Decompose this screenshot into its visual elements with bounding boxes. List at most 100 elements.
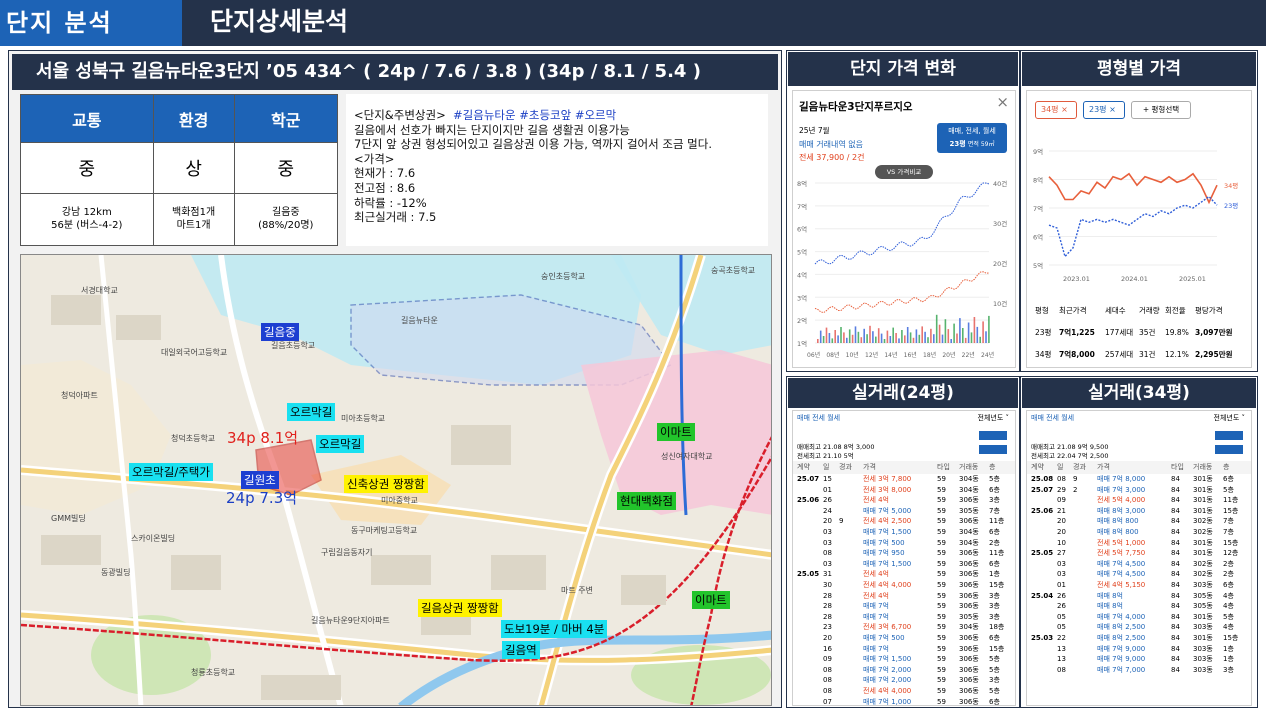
map-place: 길음초등학교 — [271, 341, 316, 350]
volume-bar — [938, 324, 941, 343]
add-type-button[interactable]: + 평형선택 — [1131, 101, 1191, 119]
area-map[interactable]: 길음중 오르막길 오르막길 오르막길/주택가 길원초 신축상권 짱짱함 길음상권… — [20, 254, 772, 706]
compare-button[interactable]: VS 가격비교 — [875, 165, 933, 179]
trade-row[interactable]: 25.07 29 2 매매 7억 3,000 84 301동 5층 — [1031, 485, 1234, 494]
volume-bar — [822, 336, 825, 343]
trade-row[interactable]: 07 매매 7억 1,000 59 306동 6층 — [823, 697, 1000, 706]
type-price-table: 평형 최근가격 세대수 거래량 회전율 평당가격 23평 7억1,225 177세대 35건 19.… — [1027, 303, 1251, 367]
volume-bar — [970, 332, 973, 343]
chip-23[interactable]: 23평 × — [1083, 101, 1125, 119]
complex-title: 서울 성북구 길음뉴타운3단지 ’05 434^ ( 24p / 7.6 / 3… — [12, 54, 778, 90]
trade-row[interactable]: 08 매매 7억 950 59 306동 11층 — [823, 549, 1005, 558]
trade-row[interactable]: 25.03 22 매매 8억 2,500 84 301동 15층 — [1031, 634, 1239, 642]
desc-line: 하락률 : -12% — [354, 195, 427, 210]
trade-row[interactable]: 03 매매 7억 1,500 59 304동 6층 — [823, 528, 1000, 536]
map-price-34p: 34p 8.1억 — [227, 429, 299, 447]
trade-row[interactable]: 03 매매 7억 4,500 84 302동 2층 — [1057, 559, 1234, 568]
trade-row[interactable]: 03 매매 7억 500 59 304동 2층 — [823, 538, 1000, 547]
trade-row[interactable]: 25.06 26 전세 4억 59 306동 3층 — [797, 496, 1000, 505]
trade-tabs[interactable]: 매매 전세 월세 — [1031, 414, 1075, 422]
y-tick-label: 1억 — [797, 340, 807, 348]
volume-bar — [857, 331, 860, 343]
trade-row[interactable]: 25.07 15 전세 3억 7,800 59 304동 5층 — [797, 475, 1000, 483]
summary-button[interactable] — [979, 445, 1007, 454]
x-tick-label: 20년 — [942, 351, 955, 359]
volume-bar — [909, 332, 912, 343]
complex-name: 길음뉴타운3단지푸르지오 — [799, 101, 913, 113]
trade-row[interactable]: 28 매매 7억 59 306동 3층 — [823, 602, 1000, 611]
trade-row[interactable]: 10 전세 5억 1,000 84 301동 15층 — [1057, 538, 1239, 547]
trade-row[interactable]: 24 매매 7억 5,000 59 305동 7층 — [823, 506, 1000, 515]
trade-row[interactable]: 20 9 전세 4억 2,500 59 306동 11층 — [823, 517, 1005, 526]
summary-button[interactable] — [979, 431, 1007, 440]
volume-bar — [947, 329, 950, 343]
volume-bar — [912, 337, 915, 343]
trade-row[interactable]: 03 매매 7억 4,500 84 302동 2층 — [1057, 570, 1234, 579]
trade-row[interactable]: 08 매매 7억 7,000 84 303동 3층 — [1057, 665, 1234, 674]
trade24-list[interactable]: 매매 전세 월세 전체년도 ˅ 매매최고 21.08 8억 3,000 전세최고 21… — [792, 410, 1016, 706]
trade-row[interactable]: 08 매매 7억 2,000 59 306동 5층 — [823, 665, 1000, 674]
map-label-station-walk: 도보19분 / 마버 4분 — [501, 620, 608, 638]
trade-row[interactable]: 25.08 08 9 매매 7억 8,000 84 301동 6층 — [1031, 475, 1234, 483]
trade-row[interactable]: 05 매매 7억 4,000 84 301동 5층 — [1057, 612, 1234, 621]
summary-button[interactable] — [1215, 445, 1243, 454]
trade-row[interactable]: 01 전세 4억 5,150 84 303동 6층 — [1057, 581, 1234, 589]
price-change-header: 단지 가격 변화 — [788, 52, 1018, 86]
trade-row[interactable]: 25.05 27 전세 5억 7,750 84 301동 12층 — [1031, 549, 1239, 558]
trade-row[interactable]: 20 매매 8억 800 84 302동 7층 — [1057, 517, 1234, 526]
trade-row[interactable]: 20 매매 7억 500 59 306동 6층 — [823, 634, 1000, 642]
trade-row[interactable]: 16 매매 7억 59 306동 15층 — [823, 644, 1005, 653]
trade34-list[interactable]: 매매 전세 월세 전체년도 ˅ 매매최고 21.08 9억 9,500 전세최고 22… — [1026, 410, 1252, 706]
map-label-uphill: 오르막길 — [316, 435, 365, 453]
price-change-card: 길음뉴타운3단지푸르지오 × 25년 7월 매매 거래내역 없음 전세 37,9… — [792, 90, 1016, 368]
y-tick-label: 7억 — [797, 203, 807, 211]
x-tick-label: 2023.01 — [1063, 275, 1090, 283]
trade-row[interactable]: 30 전세 4억 4,000 59 306동 15층 — [823, 581, 1005, 589]
volume-bar — [866, 334, 868, 343]
filter-button[interactable]: 매매, 전세, 월세 23평 면적 59㎡ — [937, 123, 1007, 153]
map-place: 스카이온빌딩 — [131, 534, 176, 543]
trade-row[interactable]: 13 매매 7억 9,000 84 303동 1층 — [1057, 655, 1234, 664]
trade-row[interactable]: 20 매매 8억 800 84 302동 7층 — [1057, 528, 1234, 536]
period-select[interactable]: 전체년도 ˅ — [977, 414, 1010, 422]
trade-row[interactable]: 05 매매 8억 2,500 84 303동 4층 — [1057, 623, 1234, 632]
close-icon[interactable]: × — [996, 93, 1009, 111]
trade-summary: 전세최고 21.10 5억 — [797, 452, 854, 460]
trade-row[interactable]: 25.06 21 매매 8억 3,000 84 301동 15층 — [1031, 506, 1239, 515]
trade-row[interactable]: 09 전세 5억 4,000 84 301동 11층 — [1057, 496, 1239, 505]
page-title: 단지상세분석 — [210, 7, 349, 36]
trade-row[interactable]: 26 매매 8억 84 305동 4층 — [1057, 602, 1234, 611]
volume-bar — [869, 325, 871, 343]
trade-row[interactable]: 09 매매 7억 1,500 59 306동 5층 — [823, 655, 1000, 664]
trade-row[interactable]: 01 전세 3억 8,000 59 304동 6층 — [823, 485, 1000, 494]
chip-34[interactable]: 34평 × — [1035, 101, 1077, 119]
trade-row[interactable]: 28 전세 4억 59 306동 3층 — [823, 591, 1000, 600]
volume-bar — [848, 329, 851, 343]
period-select[interactable]: 전체년도 ˅ — [1213, 414, 1246, 422]
x-tick-label: 10년 — [846, 351, 859, 359]
grade-env: 상 — [152, 142, 235, 194]
y-tick-label: 7억 — [1033, 205, 1043, 213]
trade-row[interactable]: 03 매매 7억 1,500 59 306동 6층 — [823, 559, 1000, 568]
trade-row[interactable]: 23 전세 3억 6,700 59 304동 18층 — [823, 623, 1005, 632]
trade-row[interactable]: 28 매매 7억 59 305동 3층 — [823, 612, 1000, 621]
volume-bar — [918, 334, 921, 343]
volume-bar — [872, 331, 874, 343]
trade-tabs[interactable]: 매매 전세 월세 — [797, 414, 841, 422]
x-tick-label: 24년 — [981, 351, 994, 359]
x-tick-label: 14년 — [884, 351, 897, 359]
map-place: 마트 주변 — [561, 586, 593, 595]
grade-header-traffic: 교통 — [20, 93, 154, 144]
trade-row[interactable]: 08 전세 4억 4,000 59 306동 5층 — [823, 687, 1000, 695]
x-tick-label: 06년 — [807, 351, 820, 359]
trade-row[interactable]: 25.05 31 전세 4억 59 306동 1층 — [797, 570, 1000, 579]
trade-row[interactable]: 25.04 26 매매 8억 84 305동 4층 — [1031, 591, 1234, 600]
summary-button[interactable] — [1215, 431, 1243, 440]
trade-row[interactable]: 08 매매 7억 2,000 59 306동 3층 — [823, 676, 1000, 685]
desc-line: 전고점 : 8.6 — [354, 180, 416, 195]
volume-bar — [927, 337, 929, 343]
volume-bar — [933, 334, 935, 343]
map-place: 숭인초등학교 — [541, 272, 586, 281]
y-tick-label: 5억 — [797, 249, 807, 257]
trade-row[interactable]: 13 매매 7억 9,000 84 303동 1층 — [1057, 644, 1234, 653]
